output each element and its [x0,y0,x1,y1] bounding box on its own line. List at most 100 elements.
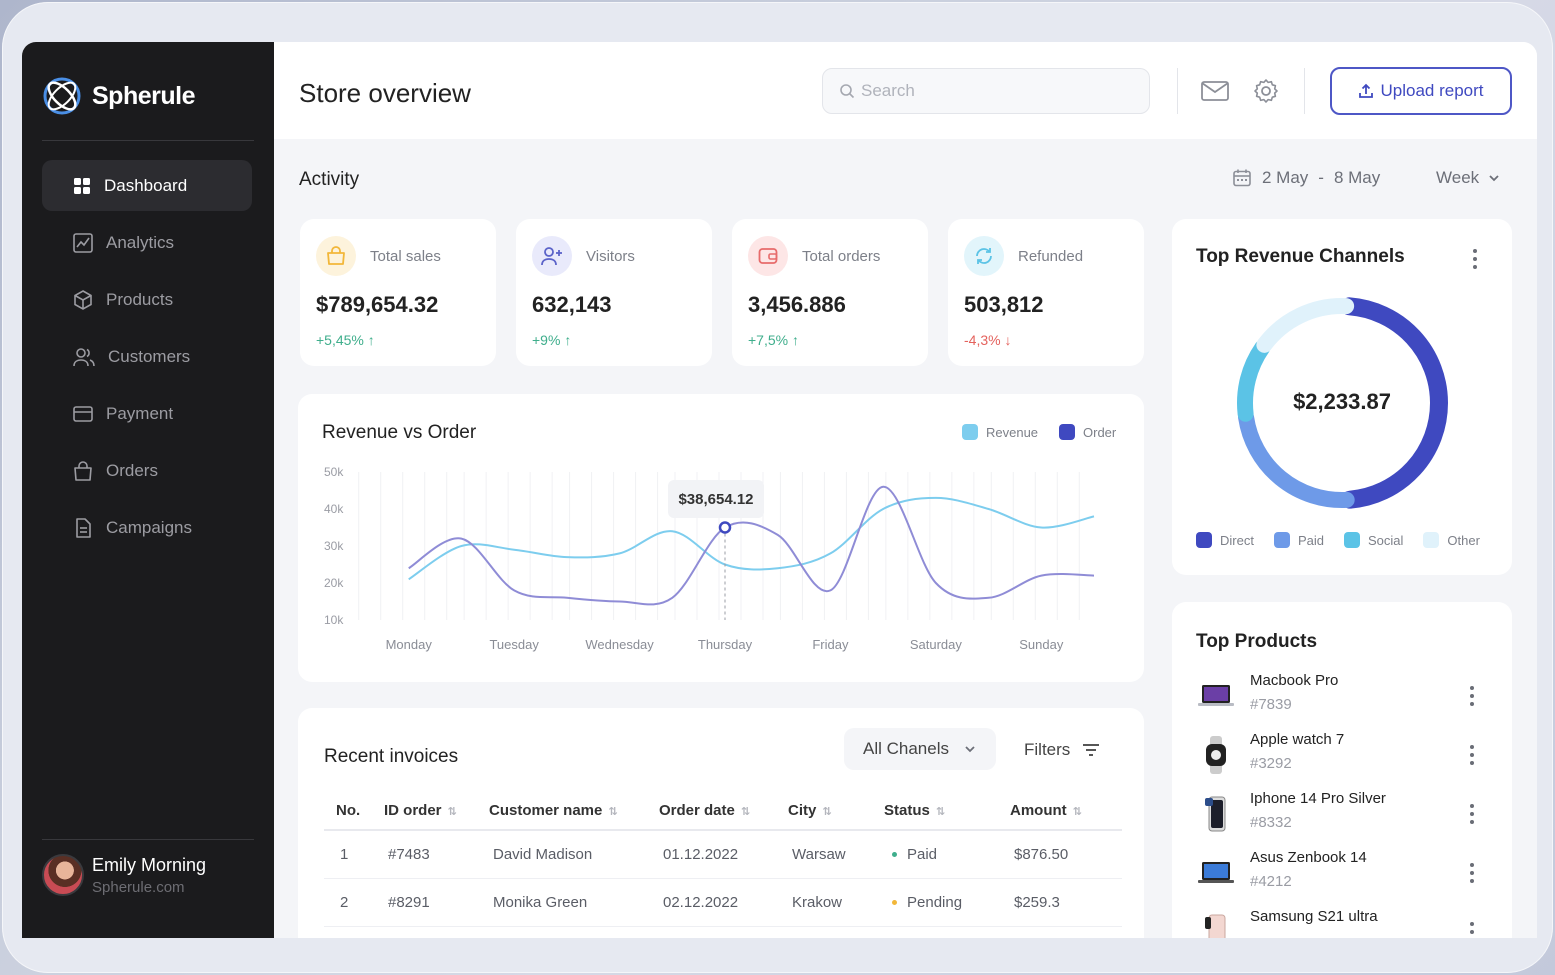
revenue-donut-chart[interactable] [1172,219,1512,519]
mail-button[interactable] [1200,76,1230,106]
page-title: Store overview [299,78,471,108]
line-chart[interactable]: 50k 40k 30k 20k 10k Monday Tuesday Wednesday Thu… [298,394,1144,682]
stat-icon-bg [964,236,1004,276]
y-tick-label: 20k [324,576,344,590]
product-id: #3292 [1250,755,1292,772]
more-options-icon[interactable] [1469,863,1475,883]
x-tick-label: Wednesday [585,637,654,652]
chevron-down-icon [1489,175,1499,182]
y-tick-label: 10k [324,613,344,627]
product-id: #8332 [1250,814,1292,831]
legend-swatch [1273,532,1290,548]
more-options-icon[interactable] [1472,249,1478,269]
column-header[interactable]: Customer name ⇅ [489,792,659,831]
sidebar-divider [42,839,254,840]
sidebar: Spherule Dashboard Analytics Products Cu… [22,42,274,938]
sidebar-item-label: Campaigns [106,517,192,537]
sort-icon[interactable]: ⇅ [822,806,832,818]
legend-direct[interactable]: Direct [1196,532,1254,548]
table-header-row: No. ID order ⇅ Customer name ⇅ Order date ⇅… [324,792,1122,831]
tooltip-point [718,521,732,534]
phone-icon [1196,794,1236,834]
table-row[interactable]: 1 #7483 David Madison 01.12.2022 Warsaw … [324,830,1122,879]
legend-order[interactable]: Order [1059,424,1116,440]
cell-id-order: #7483 [384,830,489,879]
filters-button[interactable]: Filters [1024,740,1100,760]
settings-button[interactable] [1251,76,1281,106]
date-from: 2 May [1262,168,1309,187]
stat-change-value: +7,5% [748,332,789,348]
column-header[interactable]: ID order ⇅ [384,792,489,831]
chart-tooltip: $38,654.12 [668,480,764,518]
file-icon [76,517,91,538]
date-range-picker[interactable]: 2 May - 8 May [1232,168,1380,188]
stat-icon-bg [316,236,356,276]
user-plus-icon [541,247,562,266]
column-header[interactable]: Status ⇅ [884,792,1010,831]
column-header[interactable]: Order date ⇅ [659,792,788,831]
column-header-label: Customer name [489,802,603,819]
sidebar-item-label: Analytics [106,232,175,252]
legend-revenue[interactable]: Revenue [962,424,1038,440]
legend-swatch [1423,532,1440,548]
sidebar-item-analytics[interactable]: Analytics [42,217,252,268]
column-header[interactable]: City ⇅ [788,792,884,831]
sidebar-item-customers[interactable]: Customers [42,331,252,382]
stat-card-total-sales[interactable]: Total sales $789,654.32 +5,45% ↑ [300,219,496,366]
sidebar-item-dashboard[interactable]: Dashboard [42,160,252,211]
sort-icon[interactable]: ⇅ [608,806,618,818]
legend-social[interactable]: Social [1343,532,1403,548]
upload-report-button[interactable]: Upload report [1330,67,1512,115]
sidebar-item-payment[interactable]: Payment [42,388,252,439]
donut-segment-social[interactable] [1237,339,1271,422]
product-id: #4212 [1250,873,1292,890]
product-item[interactable]: Samsung S21 ultra [1196,908,1486,938]
more-options-icon[interactable] [1469,686,1475,706]
product-item[interactable]: Macbook Pro #7839 [1196,672,1486,722]
legend-label: Revenue [986,424,1039,440]
sort-icon[interactable]: ⇅ [740,806,751,818]
watch-icon [1196,735,1236,775]
stat-change-value: -4,3% [964,332,1001,348]
sidebar-item-products[interactable]: Products [42,274,252,325]
product-item[interactable]: Iphone 14 Pro Silver #8332 [1196,790,1486,840]
channel-select[interactable]: All Chanels [844,728,996,770]
sidebar-item-campaigns[interactable]: Campaigns [42,502,252,553]
donut-segment-paid[interactable] [1238,409,1355,508]
donut-segment-other[interactable] [1256,298,1355,353]
more-options-icon[interactable] [1469,745,1475,765]
sidebar-item-orders[interactable]: Orders [42,445,252,496]
product-item[interactable]: Asus Zenbook 14 #4212 [1196,849,1486,899]
user-name: Emily Morning [92,854,207,875]
legend-paid[interactable]: Paid [1273,532,1324,548]
recent-invoices-card: Recent invoices All Chanels Filters No. … [298,708,1144,938]
activity-title: Activity [299,169,360,190]
status-label: Paid [907,845,938,863]
legend-label: Order [1083,424,1117,440]
chart-icon [73,232,93,253]
search-box[interactable] [822,68,1150,114]
stat-card-total-orders[interactable]: Total orders 3,456.886 +7,5% ↑ [732,219,928,366]
more-options-icon[interactable] [1469,922,1475,938]
stat-icon-bg [532,236,572,276]
stat-change: -4,3% ↓ [964,332,1011,348]
legend-other[interactable]: Other [1423,532,1480,548]
stat-card-refunded[interactable]: Refunded 503,812 -4,3% ↓ [948,219,1144,366]
sort-icon[interactable]: ⇅ [447,806,457,818]
date-to: 8 May [1333,168,1381,187]
more-options-icon[interactable] [1469,804,1475,824]
stat-card-visitors[interactable]: Visitors 632,143 +9% ↑ [516,219,712,366]
table-row[interactable]: 2 #8291 Monika Green 02.12.2022 Krakow P… [324,878,1122,927]
column-header-label: Amount [1010,802,1067,819]
sort-icon[interactable]: ⇅ [1072,806,1082,818]
search-input[interactable] [861,81,1141,101]
period-select[interactable]: Week [1436,168,1501,188]
column-header[interactable]: Amount ⇅ [1010,792,1122,831]
sort-icon[interactable]: ⇅ [935,806,946,818]
arrow-up-icon: ↑ [367,332,375,348]
product-item[interactable]: Apple watch 7 #3292 [1196,731,1486,781]
brand[interactable]: Spherule [42,76,195,116]
user-profile[interactable]: Emily Morning Spherule.com [42,854,206,896]
donut-segment-direct[interactable] [1340,297,1448,509]
stat-change: +7,5% ↑ [748,332,799,348]
